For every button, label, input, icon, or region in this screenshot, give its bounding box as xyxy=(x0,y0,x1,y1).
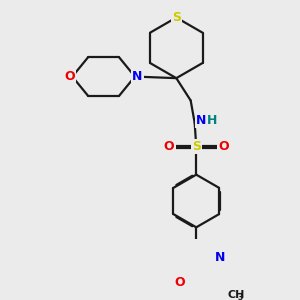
Text: S: S xyxy=(172,11,181,24)
Text: S: S xyxy=(192,140,201,153)
Text: CH: CH xyxy=(228,290,245,300)
Text: N: N xyxy=(132,70,142,83)
Text: N: N xyxy=(215,251,225,264)
Text: N: N xyxy=(196,114,206,127)
Text: O: O xyxy=(175,276,185,289)
Text: H: H xyxy=(207,114,217,127)
Text: O: O xyxy=(218,140,229,153)
Text: O: O xyxy=(64,70,75,83)
Text: O: O xyxy=(164,140,175,153)
Text: 3: 3 xyxy=(237,293,242,300)
